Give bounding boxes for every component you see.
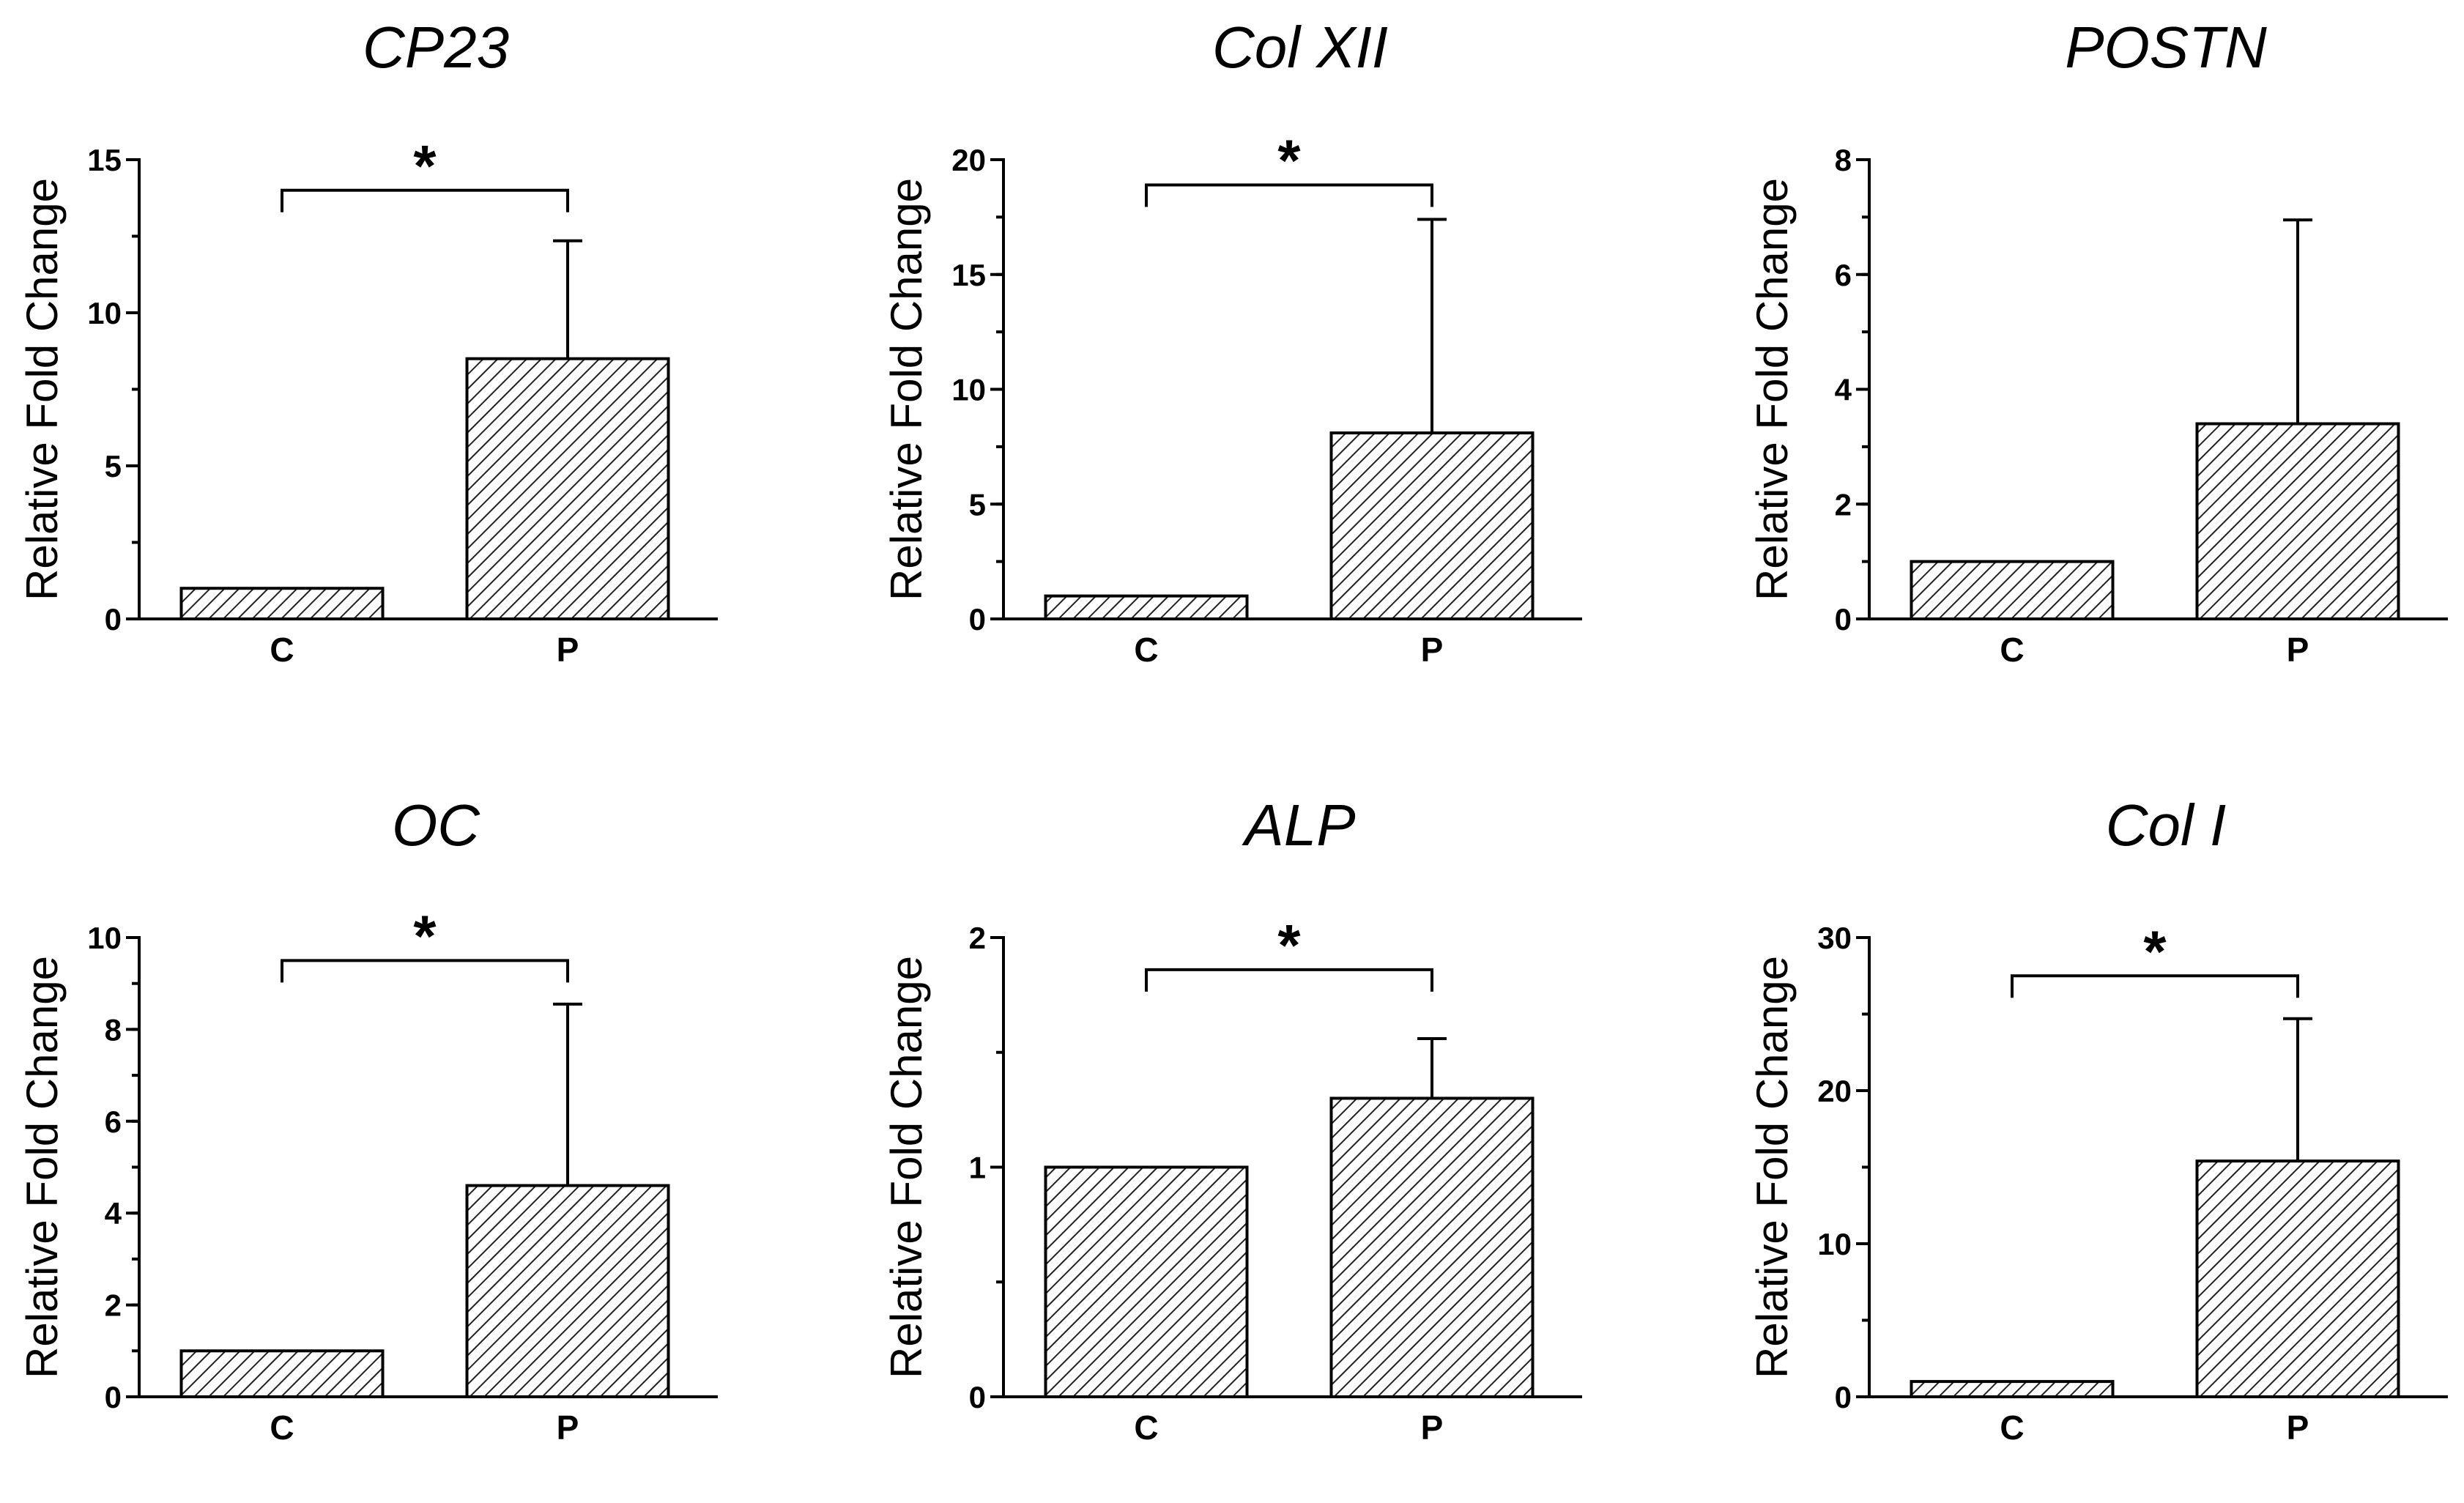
y-tick-label: 5	[105, 449, 122, 483]
y-tick-label: 0	[105, 602, 122, 637]
significance-marker: *	[1277, 127, 1301, 193]
x-tick-label: C	[2000, 1409, 2024, 1447]
x-tick-label: P	[2287, 1409, 2309, 1447]
y-axis-label: Relative Fold Change	[1748, 956, 1797, 1378]
y-tick-label: 0	[1835, 1380, 1852, 1414]
y-tick-label: 1	[969, 1151, 986, 1185]
significance-bracket	[281, 188, 569, 212]
x-tick-label: C	[1134, 1409, 1158, 1447]
y-tick-label: 10	[87, 296, 122, 330]
bar-c	[1910, 560, 2115, 620]
chart-svg: ALP Relative Fold Change 0 1 2 C P *	[882, 793, 1582, 1447]
y-tick-label: 15	[87, 143, 122, 177]
y-tick-label: 20	[1817, 1074, 1852, 1108]
x-tick-label: C	[270, 631, 294, 669]
significance-bracket	[1145, 968, 1433, 992]
significance-marker: *	[2143, 918, 2167, 984]
y-tick-label: 0	[1835, 602, 1852, 637]
y-axis-label: Relative Fold Change	[1748, 178, 1797, 601]
chart-title: Col I	[2106, 793, 2227, 858]
significance-bracket	[281, 959, 569, 983]
significance-marker: *	[413, 903, 437, 968]
y-axis-label: Relative Fold Change	[882, 178, 931, 601]
chart-panel: CP23 Relative Fold Change 0 5 10 15 C P *	[0, 0, 806, 725]
chart-title: OC	[392, 793, 480, 858]
y-tick-label: 8	[1835, 143, 1852, 177]
significance-bracket	[1145, 183, 1433, 207]
bar-c	[1044, 594, 1249, 621]
y-tick-label: 4	[105, 1196, 122, 1231]
y-axis-label: Relative Fold Change	[18, 178, 67, 601]
y-tick-label: 15	[951, 258, 986, 292]
y-tick-label: 0	[969, 602, 986, 637]
bar-p	[465, 1184, 670, 1399]
chart-svg: POSTN Relative Fold Change 0 2 4 6 8 C P	[1748, 15, 2448, 669]
y-tick-label: 8	[105, 1012, 122, 1047]
chart-title: Col XII	[1212, 15, 1388, 80]
y-tick-label: 6	[105, 1105, 122, 1139]
y-axis-label: Relative Fold Change	[18, 956, 67, 1378]
y-tick-label: 5	[969, 487, 986, 522]
bar-p	[2195, 1159, 2400, 1398]
chart-title: ALP	[1242, 793, 1355, 858]
y-tick-label: 10	[951, 373, 986, 407]
y-tick-label: 20	[951, 143, 986, 177]
chart-svg: Col I Relative Fold Change 0 10 20 30 C P *	[1748, 793, 2448, 1447]
x-tick-label: P	[557, 631, 579, 669]
bar-p	[1329, 1096, 1535, 1398]
bar-c	[179, 1349, 385, 1398]
x-tick-label: C	[1134, 631, 1158, 669]
significance-bracket	[2011, 974, 2299, 998]
bar-p	[465, 357, 670, 620]
significance-marker: *	[413, 133, 437, 198]
chart-title: CP23	[363, 15, 509, 80]
x-tick-label: P	[1421, 631, 1444, 669]
chart-svg: Col XII Relative Fold Change 0 5 10 15 20 C P *	[882, 15, 1582, 669]
bar-c	[1910, 1380, 2115, 1398]
bar-c	[179, 587, 385, 621]
y-tick-label: 6	[1835, 258, 1852, 292]
chart-title: POSTN	[2065, 15, 2267, 80]
bar-p	[1329, 431, 1535, 620]
chart-panel: ALP Relative Fold Change 0 1 2 C P *	[864, 778, 1670, 1503]
chart-panel: OC Relative Fold Change 0 2 4 6 8 10 C P *	[0, 778, 806, 1503]
x-tick-label: P	[1421, 1409, 1444, 1447]
bar-c	[1044, 1165, 1249, 1398]
chart-panel: Col I Relative Fold Change 0 10 20 30 C P *	[1730, 778, 2464, 1503]
x-tick-label: P	[557, 1409, 579, 1447]
y-tick-label: 10	[87, 921, 122, 955]
significance-marker: *	[1277, 913, 1301, 978]
y-tick-label: 2	[105, 1288, 122, 1323]
y-tick-label: 30	[1817, 921, 1852, 955]
y-tick-label: 0	[105, 1380, 122, 1414]
y-tick-label: 4	[1835, 373, 1852, 407]
y-tick-label: 2	[1835, 487, 1852, 522]
x-tick-label: C	[2000, 631, 2024, 669]
y-tick-label: 0	[969, 1380, 986, 1414]
chart-svg: CP23 Relative Fold Change 0 5 10 15 C P *	[18, 15, 718, 669]
chart-panel: POSTN Relative Fold Change 0 2 4 6 8 C P	[1730, 0, 2464, 725]
chart-svg: OC Relative Fold Change 0 2 4 6 8 10 C P *	[18, 793, 718, 1447]
y-tick-label: 10	[1817, 1227, 1852, 1261]
y-axis-label: Relative Fold Change	[882, 956, 931, 1378]
bar-p	[2195, 422, 2400, 621]
x-tick-label: P	[2287, 631, 2309, 669]
y-tick-label: 2	[969, 921, 986, 955]
x-tick-label: C	[270, 1409, 294, 1447]
chart-panel: Col XII Relative Fold Change 0 5 10 15 20 C P *	[864, 0, 1670, 725]
